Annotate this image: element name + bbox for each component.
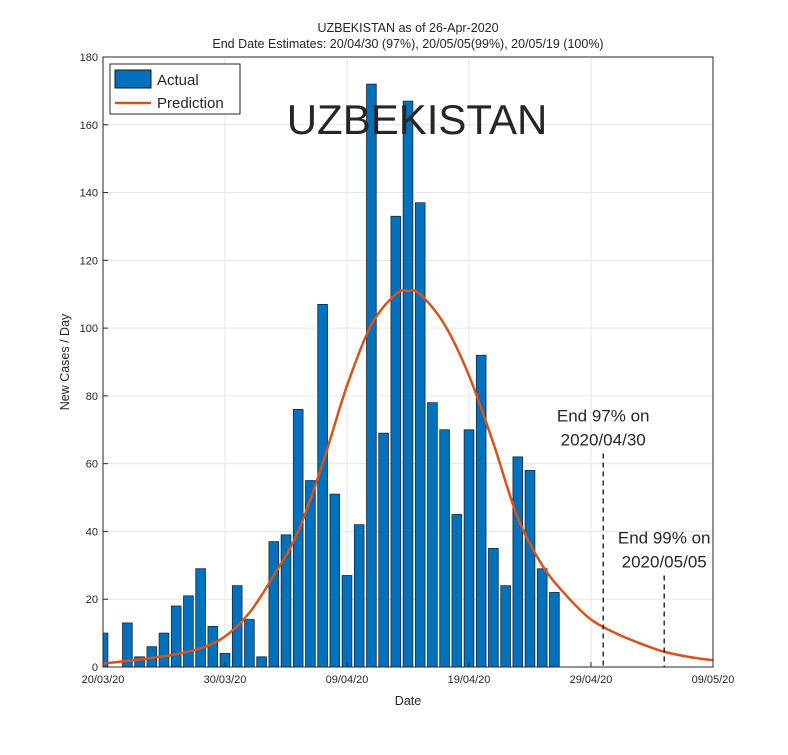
- y-tick-label: 140: [80, 188, 98, 200]
- legend-swatch-actual: [114, 69, 152, 89]
- end-date-value: 2020/05/05: [622, 553, 707, 572]
- bar-actual: [512, 456, 524, 668]
- prediction-line: [102, 289, 714, 665]
- annotations: End 97% on 2020/04/30 End 99% on 2020/05/05: [557, 407, 711, 667]
- bar-actual: [244, 619, 255, 668]
- bar-actual: [353, 524, 365, 668]
- y-axis-label: New Cases / Day: [58, 313, 72, 410]
- bar-actual: [195, 568, 206, 668]
- bars: [102, 83, 560, 668]
- bar-actual: [427, 402, 438, 668]
- legend[interactable]: Actual Prediction: [109, 63, 241, 115]
- x-axis-label: Date: [395, 694, 421, 708]
- y-tick-label: 160: [80, 120, 98, 132]
- bar-actual: [390, 215, 402, 668]
- bar-actual: [183, 595, 194, 668]
- x-tick-label: 29/04/20: [570, 674, 613, 686]
- x-tick-label: 09/05/20: [692, 674, 735, 686]
- bar-actual: [256, 656, 267, 668]
- legend-label-prediction: Prediction: [157, 95, 224, 112]
- bar-actual: [268, 541, 280, 668]
- chart-subtitle: End Date Estimates: 20/04/30 (97%), 20/0…: [212, 37, 603, 51]
- bar-actual: [158, 632, 170, 668]
- y-tick-label: 180: [80, 52, 98, 64]
- x-tick-label: 09/04/20: [326, 674, 369, 686]
- x-tick-label: 20/03/20: [82, 674, 125, 686]
- legend-label-actual: Actual: [157, 72, 199, 89]
- bar-actual: [329, 493, 341, 668]
- bar-actual: [170, 605, 182, 668]
- chart-title: UZBEKISTAN as of 26-Apr-2020: [317, 21, 498, 35]
- y-tick-label: 20: [86, 594, 98, 606]
- end-date-label: End 97% on: [557, 407, 650, 426]
- bar-actual: [402, 100, 414, 668]
- bar-actual: [524, 470, 536, 668]
- bar-actual: [341, 575, 353, 668]
- bar-actual: [549, 592, 560, 668]
- bar-actual: [500, 585, 511, 668]
- x-tick-label: 19/04/20: [448, 674, 491, 686]
- y-tick-label: 100: [80, 323, 98, 335]
- country-label: UZBEKISTAN: [287, 96, 548, 143]
- bar-actual: [366, 83, 377, 668]
- bar-actual: [207, 625, 219, 668]
- end-date-value: 2020/04/30: [561, 431, 646, 450]
- y-tick-label: 80: [86, 391, 98, 403]
- y-tick-label: 120: [80, 255, 98, 267]
- bar-actual: [439, 429, 450, 668]
- y-tick-label: 40: [86, 526, 98, 538]
- axis-ticks: 0 20 40 60 80 100 120 140 160 180 20/03/20 30/03/20…: [80, 52, 735, 686]
- bar-actual: [451, 514, 463, 668]
- bar-actual: [414, 202, 426, 668]
- bar-actual: [317, 303, 328, 668]
- y-tick-label: 60: [86, 459, 98, 471]
- y-tick-label: 0: [92, 662, 98, 674]
- bar-actual: [378, 432, 389, 668]
- bar-actual: [536, 568, 548, 668]
- x-tick-label: 30/03/20: [204, 674, 247, 686]
- plot-frame: [102, 56, 714, 668]
- bar-actual: [463, 429, 475, 668]
- end-date-label: End 99% on: [618, 529, 711, 548]
- bar-actual: [488, 547, 499, 668]
